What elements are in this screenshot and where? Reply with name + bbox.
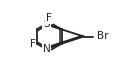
Text: F: F bbox=[46, 13, 52, 23]
Text: Br: Br bbox=[97, 31, 108, 41]
Text: S: S bbox=[43, 19, 50, 29]
Text: N: N bbox=[43, 44, 50, 54]
Text: F: F bbox=[30, 39, 35, 49]
